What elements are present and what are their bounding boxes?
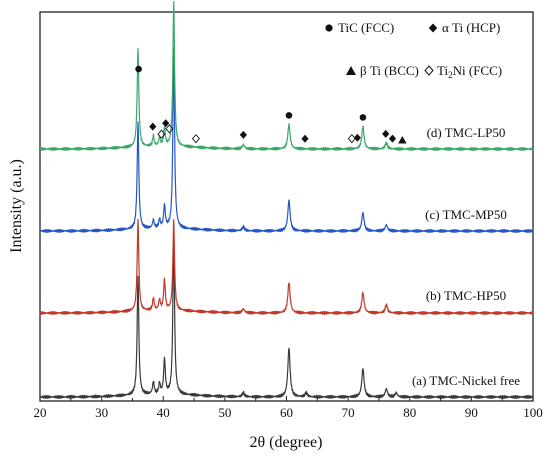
alpha-ti-marker	[353, 133, 361, 142]
beta-ti-marker	[398, 136, 407, 144]
legend-label-tic: TiC (FCC)	[338, 20, 394, 35]
legend-label-ti2ni: Ti2Ni (FCC)	[437, 63, 502, 80]
ti2ni-marker	[347, 133, 356, 144]
series-labels: (a) TMC-Nickel free (b) TMC-HP50 (c) TMC-M…	[412, 125, 520, 388]
x-axis-title: 2θ (degree)	[250, 434, 323, 451]
tic-marker	[285, 112, 293, 119]
legend-triangle-icon	[346, 66, 356, 75]
x-tick-label: 30	[95, 405, 108, 420]
alpha-ti-marker	[382, 129, 390, 138]
series-layer	[39, 1, 534, 400]
legend-open-diamond-icon	[424, 65, 434, 76]
x-tick-label: 50	[218, 405, 231, 420]
x-axis-ticks: 20 30 40 50 60 70 80 90 100	[34, 396, 543, 420]
alpha-ti-marker	[301, 134, 309, 143]
alpha-ti-marker	[239, 130, 247, 139]
ti2ni-marker	[157, 129, 166, 139]
series-line	[39, 46, 534, 234]
alpha-ti-marker	[388, 134, 397, 143]
series-label: (d) TMC-LP50	[427, 125, 506, 140]
tic-marker	[359, 114, 367, 121]
y-axis-title: Intensity (a.u.)	[8, 159, 25, 253]
series-label: (c) TMC-MP50	[425, 207, 507, 222]
alpha-ti-marker	[162, 119, 170, 128]
series-line	[39, 233, 534, 400]
legend-label-beta-ti: β Ti (BCC)	[360, 63, 419, 78]
x-tick-label: 90	[465, 405, 478, 420]
legend-diamond-icon	[428, 23, 438, 33]
x-tick-label: 80	[403, 405, 416, 420]
x-tick-label: 40	[157, 405, 170, 420]
x-tick-label: 70	[342, 405, 355, 420]
phase-markers	[135, 65, 407, 144]
legend-label-alpha-ti: α Ti (HCP)	[442, 20, 500, 35]
tic-marker	[135, 65, 142, 73]
ti2ni-marker	[165, 124, 174, 134]
series-label: (a) TMC-Nickel free	[412, 373, 520, 388]
x-tick-label: 20	[34, 405, 47, 420]
legend: TiC (FCC) α Ti (HCP) β Ti (BCC) Ti2Ni (F…	[325, 20, 502, 80]
series-line	[39, 1, 534, 152]
ti2ni-marker	[191, 133, 200, 144]
x-tick-label: 100	[523, 405, 543, 420]
x-tick-label: 60	[280, 405, 293, 420]
legend-circle-icon	[325, 24, 333, 32]
series-label: (b) TMC-HP50	[426, 288, 506, 303]
series-line	[39, 218, 534, 316]
alpha-ti-marker	[149, 122, 157, 131]
